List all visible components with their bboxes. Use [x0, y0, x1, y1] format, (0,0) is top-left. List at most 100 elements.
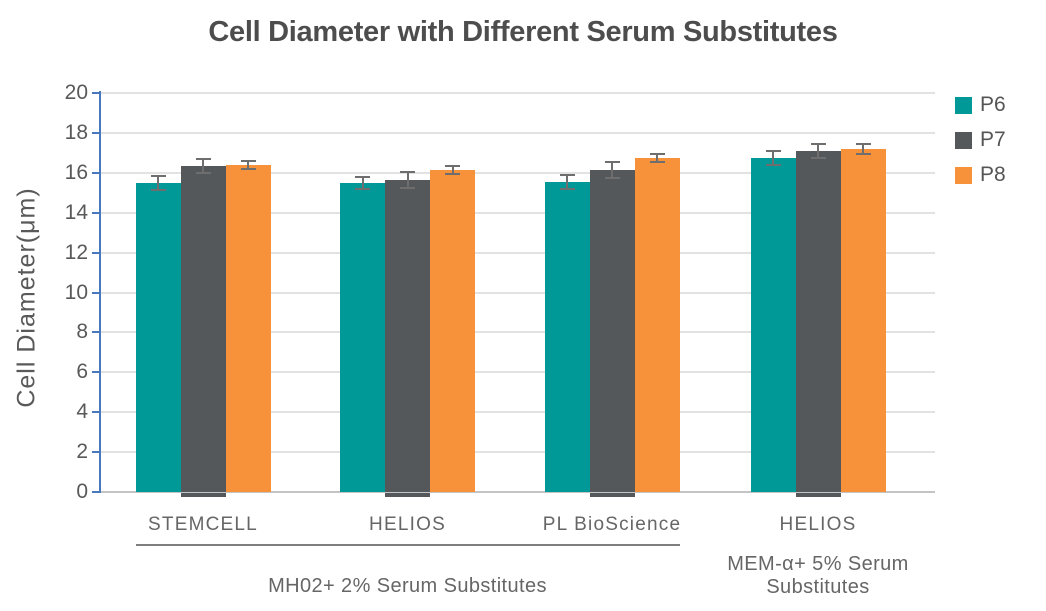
axis-shadow-dash — [589, 493, 635, 497]
error-bar-cap-top — [649, 152, 665, 155]
y-tick-10 — [92, 291, 100, 294]
legend-item-P8: P8 — [955, 163, 1006, 187]
error-bar-cap-top — [765, 149, 781, 152]
y-tick-label-4: 4 — [76, 400, 88, 424]
y-tick-label-14: 14 — [64, 200, 88, 224]
gridline-12 — [100, 251, 935, 254]
y-axis-title: Cell Diameter(μm) — [12, 187, 41, 408]
bar-P7-STEMCELL — [180, 165, 226, 492]
error-bar-cap-bottom — [559, 187, 575, 190]
error-bar-cap-top — [810, 142, 826, 145]
error-bar-cap-bottom — [855, 152, 871, 155]
error-bar-cap-bottom — [810, 156, 826, 159]
y-tick-4 — [92, 411, 100, 414]
category-label-2: HELIOS — [369, 514, 446, 535]
legend-swatch-P8 — [955, 166, 972, 184]
y-axis-line — [99, 91, 101, 493]
legend-label-P6: P6 — [980, 93, 1006, 116]
error-bar-line — [772, 150, 774, 165]
y-tick-label-20: 20 — [64, 81, 88, 104]
error-bar-cap-top — [559, 173, 575, 176]
bar-P7-HELIOS — [385, 179, 430, 492]
error-bar-cap-bottom — [649, 160, 665, 163]
y-tick-8 — [92, 331, 100, 334]
bar-P6-HELIOS — [750, 157, 796, 492]
error-bar-cap-top — [445, 164, 460, 167]
error-bar-line — [611, 161, 613, 178]
error-bar-cap-bottom — [355, 187, 370, 190]
y-tick-label-8: 8 — [76, 320, 88, 344]
y-tick-16 — [92, 171, 100, 174]
legend-swatch-P6 — [955, 96, 972, 114]
error-bar-cap-top — [355, 175, 370, 178]
bar-P7-HELIOS — [795, 150, 841, 492]
legend-label-P7: P7 — [980, 128, 1006, 151]
error-bar-line — [406, 171, 409, 188]
y-tick-18 — [92, 131, 100, 134]
error-bar-line — [202, 158, 204, 173]
bar-P8-HELIOS — [840, 148, 886, 492]
y-tick-label-12: 12 — [64, 240, 88, 264]
legend-item-P6: P6 — [955, 93, 1006, 117]
chart-title: Cell Diameter with Different Serum Subst… — [208, 16, 838, 48]
y-tick-label-6: 6 — [76, 360, 88, 384]
error-bar-cap-top — [604, 160, 620, 163]
x-axis-line — [100, 491, 935, 493]
category-label-4: HELIOS — [779, 514, 857, 535]
gridline-8 — [100, 331, 935, 334]
gridline-10 — [100, 291, 935, 294]
legend-swatch-P7 — [955, 131, 972, 149]
y-tick-0 — [92, 491, 100, 493]
error-bar-line — [157, 175, 159, 190]
error-bar-cap-bottom — [445, 172, 460, 175]
gridline-2 — [100, 451, 935, 454]
axis-shadow-dash — [795, 493, 841, 497]
error-bar-cap-top — [195, 157, 211, 160]
error-bar-line — [817, 143, 819, 158]
error-bar-cap-bottom — [765, 163, 781, 166]
gridline-20 — [100, 92, 935, 94]
y-tick-label-2: 2 — [76, 440, 88, 464]
y-tick-label-18: 18 — [64, 120, 88, 144]
error-bar-cap-bottom — [604, 176, 620, 179]
bar-P8-STEMCELL — [225, 164, 271, 492]
gridline-14 — [100, 211, 935, 214]
legend-label-P8: P8 — [980, 163, 1006, 186]
y-tick-label-16: 16 — [64, 160, 88, 184]
legend-item-P7: P7 — [955, 128, 1006, 152]
group-caption-1: MH02+ 2% Serum Substitutes — [268, 575, 547, 597]
gridline-18 — [100, 131, 935, 134]
y-tick-2 — [92, 451, 100, 454]
error-bar-line — [451, 165, 454, 174]
error-bar-cap-top — [400, 170, 415, 173]
y-tick-label-10: 10 — [64, 280, 88, 304]
y-tick-label-0: 0 — [76, 480, 88, 503]
category-label-1: STEMCELL — [148, 514, 258, 535]
y-tick-20 — [92, 92, 100, 94]
axis-shadow-dash — [180, 493, 226, 497]
error-bar-line — [862, 143, 864, 154]
group-caption-2: MEM-α+ 5% Serum Substitutes — [727, 553, 909, 598]
bar-P8-PL BioScience — [634, 157, 680, 492]
error-bar-cap-bottom — [195, 171, 211, 174]
error-bar-line — [247, 160, 249, 169]
axis-shadow-dash — [385, 493, 430, 497]
error-bar-line — [566, 174, 568, 189]
bar-P6-STEMCELL — [135, 182, 181, 492]
bar-P8-HELIOS — [430, 169, 475, 492]
gridline-6 — [100, 371, 935, 374]
error-bar-line — [361, 176, 364, 189]
y-tick-14 — [92, 211, 100, 214]
error-bar-cap-bottom — [240, 167, 256, 170]
y-tick-12 — [92, 251, 100, 254]
bar-P6-PL BioScience — [544, 181, 590, 492]
error-bar-cap-bottom — [150, 188, 166, 191]
error-bar-cap-top — [150, 174, 166, 177]
gridline-16 — [100, 171, 935, 174]
error-bar-cap-top — [855, 142, 871, 145]
bar-P6-HELIOS — [340, 182, 385, 492]
group-underline — [135, 544, 680, 546]
y-tick-6 — [92, 371, 100, 374]
error-bar-cap-top — [240, 159, 256, 162]
